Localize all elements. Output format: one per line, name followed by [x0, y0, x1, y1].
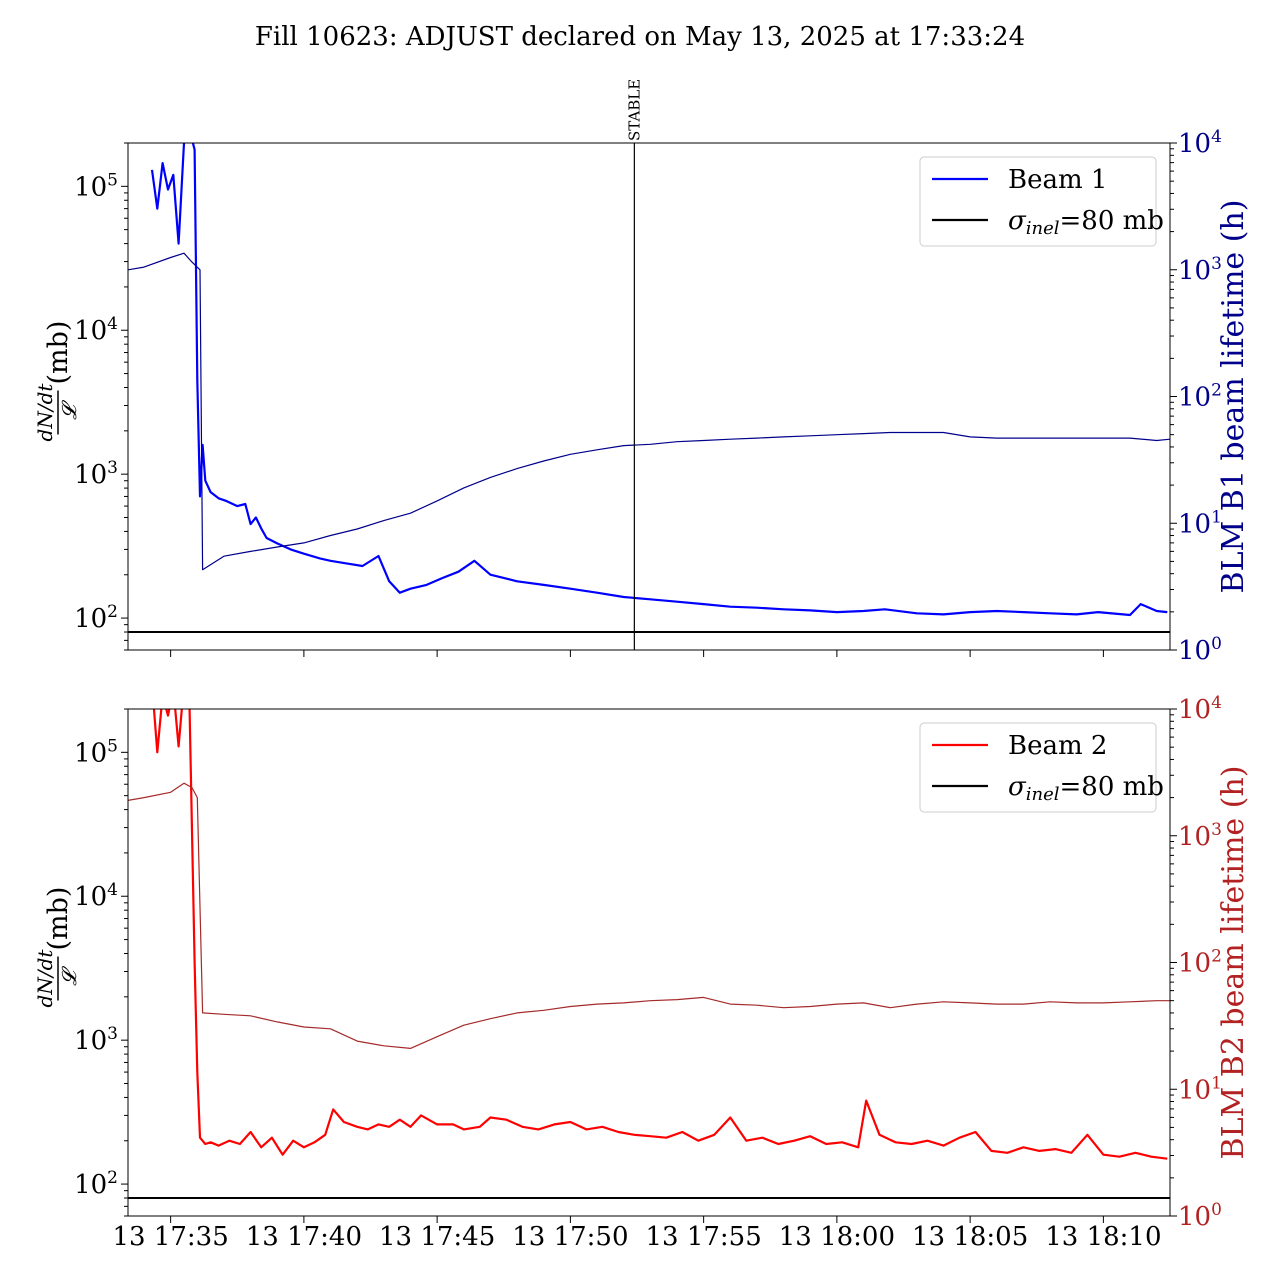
legend-label-beam: Beam 1	[1008, 165, 1107, 195]
y-tick-label: 103	[74, 458, 118, 490]
x-tick-label: 13 18:05	[912, 1222, 1028, 1252]
y-tick-label: 102	[74, 1168, 118, 1200]
legend-sigma-symbol: σ	[1008, 772, 1027, 802]
y2-axis-label: BLM B1 beam lifetime (h)	[1216, 200, 1251, 594]
x-tick-label: 13 17:55	[645, 1222, 761, 1252]
y-axis-label: dN/dt 𝓛 (mb)	[33, 887, 81, 1008]
legend-label-sigma: σinel=80 mb	[1008, 206, 1164, 239]
y2-tick-label: 103	[1178, 254, 1222, 286]
y-label-denominator: 𝓛	[57, 400, 81, 420]
y2-axis-label: BLM B2 beam lifetime (h)	[1216, 766, 1251, 1160]
legend-sigma-subscript: inel	[1026, 784, 1060, 805]
y-label-numerator: dN/dt	[33, 949, 57, 1008]
y-tick-label: 105	[74, 736, 118, 768]
y2-tick-label: 104	[1178, 693, 1222, 725]
b2-lifetime-line	[128, 782, 1170, 1050]
y-tick-label: 103	[74, 1024, 118, 1056]
y-tick-label: 105	[74, 170, 118, 202]
legend-label-sigma: σinel=80 mb	[1008, 772, 1164, 805]
legend-label-beam: Beam 2	[1008, 731, 1107, 761]
plot-area	[128, 143, 1170, 634]
x-tick-label: 13 17:40	[246, 1222, 362, 1252]
legend-sigma-value: =80 mb	[1060, 772, 1164, 802]
y-tick-label: 102	[74, 602, 118, 634]
y-label-denominator: 𝓛	[57, 966, 81, 986]
beam2-line	[152, 709, 1168, 1160]
legend: Beam 1 σinel=80 mb	[919, 156, 1164, 247]
x-tick-label: 13 18:00	[779, 1222, 895, 1252]
figure-title: Fill 10623: ADJUST declared on May 13, 2…	[255, 22, 1025, 52]
x-tick-label: 13 17:35	[112, 1222, 228, 1252]
x-tick-label: 13 17:45	[379, 1222, 495, 1252]
y-axis-label: dN/dt 𝓛 (mb)	[33, 321, 81, 442]
x-tick-label: 13 17:50	[512, 1222, 628, 1252]
y2-tick-label: 100	[1178, 634, 1222, 666]
plot-area	[128, 709, 1170, 1200]
legend-sigma-value: =80 mb	[1060, 206, 1164, 236]
y2-tick-label: 103	[1178, 820, 1222, 852]
top-panel: STABLE 102 103 104 105 100 101 102 103 104 dN/dt 𝓛 (…	[33, 79, 1251, 666]
y-tick-label: 104	[74, 880, 118, 912]
x-tick-label: 13 18:10	[1045, 1222, 1161, 1252]
y2-tick-label: 102	[1178, 947, 1222, 979]
legend-sigma-symbol: σ	[1008, 206, 1027, 236]
y-label-unit: (mb)	[43, 887, 74, 951]
b1-lifetime-line	[128, 252, 1170, 571]
stable-label: STABLE	[625, 79, 643, 141]
legend-sigma-subscript: inel	[1026, 218, 1060, 239]
y-label-numerator: dN/dt	[33, 383, 57, 442]
y-label-unit: (mb)	[43, 321, 74, 385]
legend: Beam 2 σinel=80 mb	[919, 722, 1164, 813]
bottom-panel: 102 103 104 105 100 101 102 103 104 13 17:35 13 17…	[33, 693, 1251, 1252]
y2-tick-label: 100	[1178, 1200, 1222, 1232]
y2-tick-label: 104	[1178, 127, 1222, 159]
y2-tick-label: 102	[1178, 381, 1222, 413]
y2-tick-label: 101	[1178, 507, 1222, 539]
y-tick-label: 104	[74, 314, 118, 346]
y2-tick-label: 101	[1178, 1073, 1222, 1105]
